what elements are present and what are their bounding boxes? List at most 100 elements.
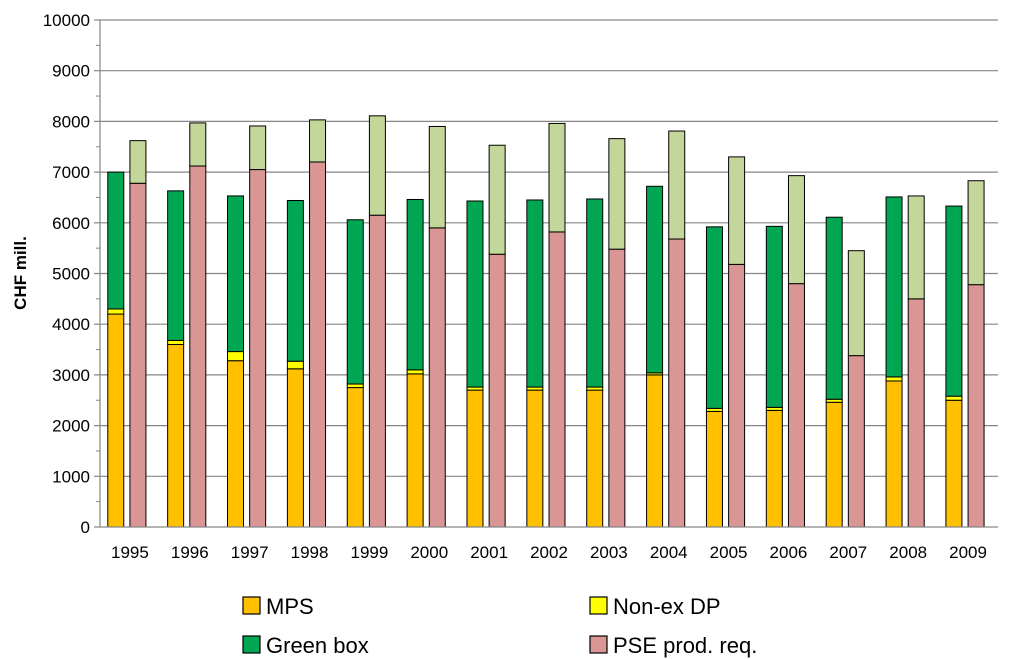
bar-right-2008 (907, 298, 925, 528)
bar-left-1999 (346, 387, 364, 528)
legend-label-non-ex-dp: Non-ex DP (613, 594, 721, 619)
bar-left-1998 (286, 360, 304, 370)
bar-right-2007 (847, 355, 865, 528)
legend-swatch-non-ex-dp (589, 596, 608, 615)
bar-left-1995 (107, 171, 125, 310)
x-tick-labels: 1995 1996 1997 1998 1999 2000 2001 2002 2003 2004… (111, 543, 987, 562)
bar-left-2007 (825, 401, 843, 528)
bar-right-2004 (668, 238, 686, 528)
legend-swatch-mps (242, 596, 261, 615)
y-tick-label: 8000 (52, 112, 90, 131)
bar-left-2003 (586, 389, 604, 528)
bar-right-2007 (847, 250, 865, 357)
legend-label-green-box: Green box (266, 633, 369, 658)
x-tick-label: 1998 (291, 543, 329, 562)
bar-left-2007 (825, 216, 843, 400)
bar-right-1999 (368, 115, 386, 216)
x-tick-label: 2000 (410, 543, 448, 562)
bar-left-1998 (286, 368, 304, 528)
x-tick-label: 1997 (231, 543, 269, 562)
bar-right-2008 (907, 195, 925, 300)
bar-right-1998 (309, 161, 327, 528)
bar-right-1997 (249, 125, 267, 171)
y-tick-label: 6000 (52, 214, 90, 233)
x-tick-label: 2001 (470, 543, 508, 562)
bar-left-2002 (526, 389, 544, 528)
y-tick-label: 7000 (52, 163, 90, 182)
bar-left-2006 (765, 225, 783, 408)
y-tick-label: 9000 (52, 62, 90, 81)
y-tick-label: 1000 (52, 467, 90, 486)
bar-left-2000 (406, 373, 424, 528)
y-axis-label: CHF mill. (11, 236, 30, 310)
x-tick-label: 2008 (889, 543, 927, 562)
y-tick-label: 3000 (52, 366, 90, 385)
bar-right-2002 (548, 122, 566, 233)
bar-right-2009 (967, 284, 985, 528)
bar-right-1996 (189, 122, 207, 167)
bar-left-2004 (646, 185, 664, 374)
bar-right-2000 (428, 227, 446, 528)
bar-left-2008 (885, 376, 903, 382)
bar-right-2005 (728, 156, 746, 265)
bar-left-2001 (466, 200, 484, 388)
bar-right-1995 (129, 140, 147, 184)
bar-left-1997 (227, 351, 245, 362)
bar-right-2004 (668, 130, 686, 240)
bar-right-2003 (608, 138, 626, 250)
x-tick-label: 2005 (710, 543, 748, 562)
bar-left-2006 (765, 409, 783, 528)
bar-right-1997 (249, 169, 267, 528)
bar-left-1999 (346, 383, 364, 389)
x-tick-label: 2004 (650, 543, 688, 562)
bar-left-2009 (945, 395, 963, 401)
x-tick-label: 2007 (829, 543, 867, 562)
bar-right-1999 (368, 214, 386, 528)
bar-left-1997 (227, 195, 245, 353)
bar-left-2000 (406, 198, 424, 371)
x-tick-label: 2006 (770, 543, 808, 562)
bar-left-1996 (167, 339, 185, 345)
bar-left-2004 (646, 374, 664, 528)
bar-left-1995 (107, 313, 125, 528)
bar-right-2003 (608, 248, 626, 528)
bar-left-2009 (945, 399, 963, 528)
bar-right-2002 (548, 231, 566, 528)
bar-right-2006 (787, 175, 805, 285)
bar-left-1998 (286, 199, 304, 362)
bar-left-2002 (526, 199, 544, 388)
bar-right-1998 (309, 119, 327, 163)
bar-left-2005 (705, 226, 723, 409)
bar-left-2005 (705, 410, 723, 528)
bar-left-1995 (107, 308, 125, 315)
bar-left-2009 (945, 205, 963, 397)
legend-label-mps: MPS (266, 594, 314, 619)
bar-left-2003 (586, 198, 604, 388)
y-tick-label: 4000 (52, 315, 90, 334)
bar-left-1996 (167, 190, 185, 341)
bar-right-2001 (488, 253, 506, 528)
legend-swatch-pse-prod-req (589, 635, 608, 654)
x-tick-label: 2009 (949, 543, 987, 562)
legend-swatch-green-box (242, 635, 261, 654)
axes (94, 19, 998, 528)
x-tick-label: 2002 (530, 543, 568, 562)
x-tick-label: 1996 (171, 543, 209, 562)
bar-left-2000 (406, 369, 424, 375)
bar-right-2006 (787, 283, 805, 528)
bar-left-1997 (227, 360, 245, 528)
bar-left-1996 (167, 343, 185, 528)
bar-left-2008 (885, 196, 903, 378)
bar-left-2008 (885, 380, 903, 528)
x-tick-label: 1995 (111, 543, 149, 562)
y-tick-label: 10000 (43, 11, 90, 30)
bar-right-1996 (189, 165, 207, 528)
bar-right-2001 (488, 144, 506, 255)
bar-right-2009 (967, 180, 985, 286)
bar-left-2001 (466, 389, 484, 528)
bars (107, 115, 985, 528)
bar-left-1999 (346, 219, 364, 385)
bar-right-1995 (129, 182, 147, 528)
bar-right-2005 (728, 263, 746, 528)
